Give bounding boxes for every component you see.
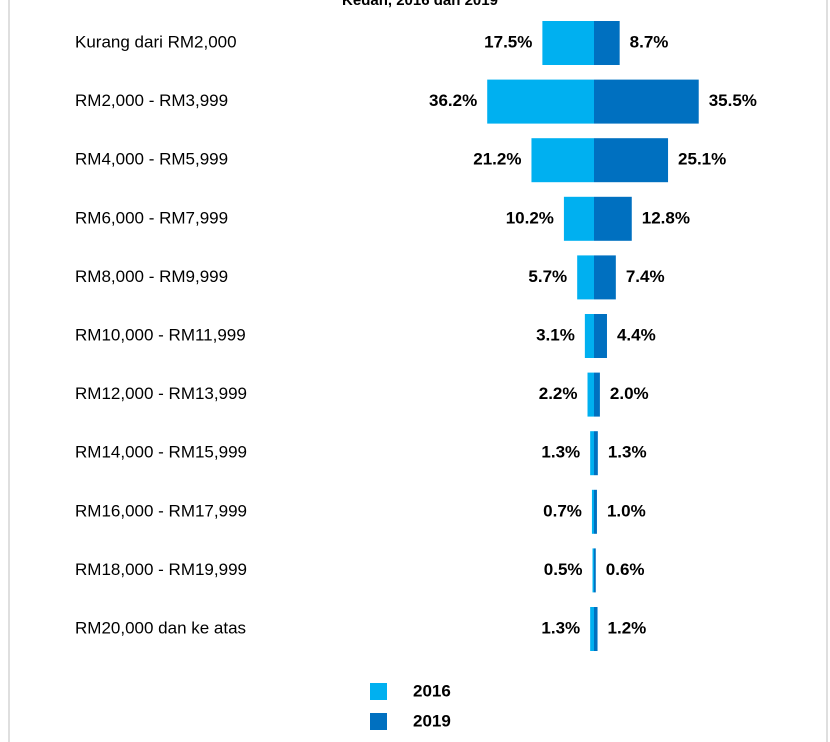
value-label: 35.5% bbox=[709, 91, 757, 110]
bar bbox=[594, 314, 607, 358]
value-label: 0.6% bbox=[606, 560, 645, 579]
frame bbox=[8, 0, 828, 742]
chart-title: Kedah, 2016 dan 2019 bbox=[342, 0, 498, 9]
bar bbox=[594, 548, 596, 593]
legend-swatch bbox=[370, 683, 387, 700]
category-label: RM8,000 - RM9,999 bbox=[75, 267, 228, 286]
value-label: 1.2% bbox=[608, 618, 647, 637]
bar bbox=[594, 196, 632, 241]
category-label: RM14,000 - RM15,999 bbox=[75, 443, 247, 462]
bar bbox=[584, 314, 594, 358]
value-label: 1.0% bbox=[607, 501, 646, 520]
category-label: RM4,000 - RM5,999 bbox=[75, 150, 228, 169]
value-label: 4.4% bbox=[617, 325, 656, 344]
value-label: 1.3% bbox=[608, 443, 647, 462]
category-label: Kurang dari RM2,000 bbox=[75, 32, 237, 51]
value-label: 3.1% bbox=[536, 325, 575, 344]
bar bbox=[594, 255, 616, 300]
value-label: 12.8% bbox=[642, 208, 690, 227]
value-label: 25.1% bbox=[678, 150, 726, 169]
bar bbox=[590, 607, 594, 651]
value-label: 10.2% bbox=[506, 208, 554, 227]
bar bbox=[591, 489, 594, 534]
category-label: RM20,000 dan ke atas bbox=[75, 618, 246, 637]
value-label: 0.7% bbox=[543, 501, 582, 520]
legend-label: 2016 bbox=[413, 681, 451, 700]
bar bbox=[594, 138, 669, 183]
legend-label: 2019 bbox=[413, 711, 451, 730]
value-label: 5.7% bbox=[528, 267, 567, 286]
bar bbox=[577, 255, 594, 300]
bar bbox=[592, 548, 594, 593]
value-label: 2.0% bbox=[610, 384, 649, 403]
value-label: 0.5% bbox=[544, 560, 583, 579]
bar bbox=[542, 21, 594, 65]
value-label: 17.5% bbox=[484, 32, 532, 51]
value-label: 36.2% bbox=[429, 91, 477, 110]
bar bbox=[594, 21, 620, 65]
value-label: 1.3% bbox=[541, 618, 580, 637]
bar bbox=[594, 79, 699, 124]
category-label: RM10,000 - RM11,999 bbox=[75, 325, 246, 344]
category-label: RM16,000 - RM17,999 bbox=[75, 501, 247, 520]
category-label: RM6,000 - RM7,999 bbox=[75, 208, 228, 227]
category-label: RM12,000 - RM13,999 bbox=[75, 384, 247, 403]
bar bbox=[531, 138, 594, 183]
legend-swatch bbox=[370, 713, 387, 730]
bar bbox=[563, 196, 594, 241]
value-label: 1.3% bbox=[541, 443, 580, 462]
value-label: 8.7% bbox=[630, 32, 669, 51]
bar bbox=[594, 489, 597, 534]
bar bbox=[590, 431, 594, 476]
category-label: RM18,000 - RM19,999 bbox=[75, 560, 247, 579]
bar bbox=[594, 607, 598, 651]
bar bbox=[594, 372, 600, 417]
bar bbox=[594, 431, 598, 476]
value-label: 2.2% bbox=[539, 384, 578, 403]
value-label: 21.2% bbox=[473, 150, 521, 169]
bar bbox=[487, 79, 594, 124]
value-label: 7.4% bbox=[626, 267, 665, 286]
category-label: RM2,000 - RM3,999 bbox=[75, 91, 228, 110]
bar bbox=[587, 372, 594, 417]
